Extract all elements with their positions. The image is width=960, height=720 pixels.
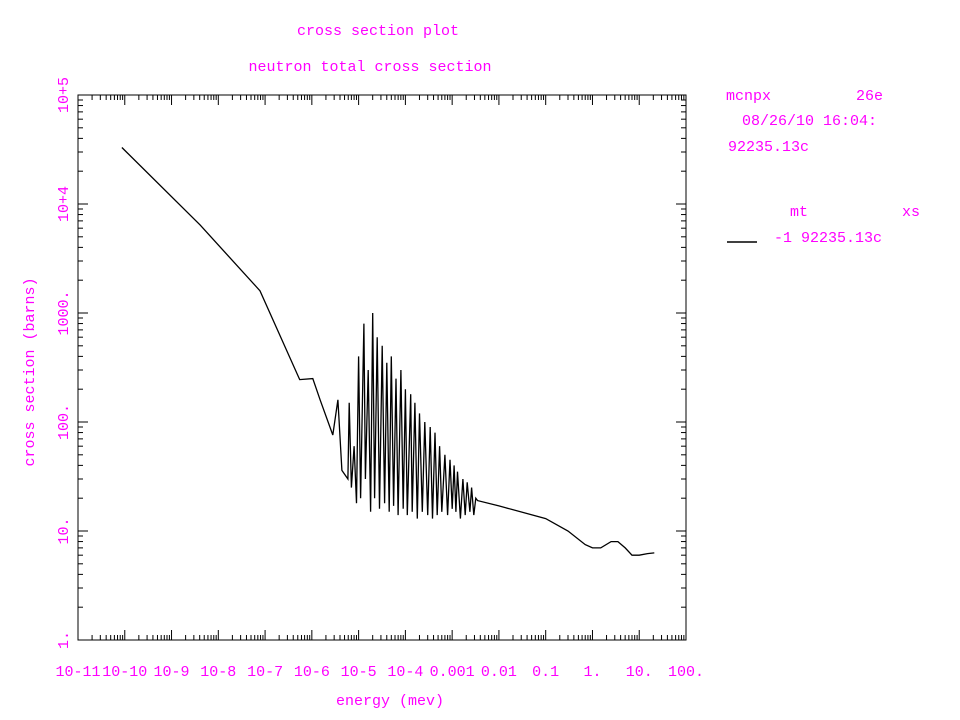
x-axis-label: energy (mev): [336, 693, 444, 710]
plot-frame: [77, 94, 687, 641]
x-tick-label: 10.: [626, 664, 653, 681]
legend-header-xs: xs: [902, 204, 920, 221]
x-tick-label: 10-11: [55, 664, 100, 681]
info-material: 92235.13c: [728, 139, 809, 156]
info-code: mcnpx: [726, 88, 771, 105]
y-tick-label: 1.: [56, 631, 73, 649]
x-tick-label: 10-8: [200, 664, 236, 681]
y-axis-label: cross section (barns): [22, 277, 39, 466]
x-tick-label: 0.001: [430, 664, 475, 681]
y-tick-label: 1000.: [56, 290, 73, 335]
info-version: 26e: [856, 88, 883, 105]
x-tick-label: 10-5: [341, 664, 377, 681]
x-tick-label: 1.: [583, 664, 601, 681]
x-tick-label: 10-6: [294, 664, 330, 681]
y-tick-label: 10+4: [56, 186, 73, 222]
y-tick-label: 10.: [56, 517, 73, 544]
chart-title: cross section plot: [297, 23, 459, 40]
x-tick-label: 0.1: [532, 664, 559, 681]
data-line: [121, 147, 655, 556]
legend-entry: -1 92235.13c: [774, 230, 882, 247]
x-tick-label: 10-7: [247, 664, 283, 681]
y-tick-label: 10+5: [56, 77, 73, 113]
x-tick-label: 10-4: [387, 664, 423, 681]
x-tick-label: 10-9: [154, 664, 190, 681]
info-date: 08/26/10 16:04:: [742, 113, 877, 130]
legend-header-mt: mt: [790, 204, 808, 221]
x-tick-label: 100.: [668, 664, 704, 681]
x-tick-label: 0.01: [481, 664, 517, 681]
x-tick-label: 10-10: [102, 664, 147, 681]
chart-subtitle: neutron total cross section: [248, 59, 491, 76]
y-tick-label: 100.: [56, 404, 73, 440]
